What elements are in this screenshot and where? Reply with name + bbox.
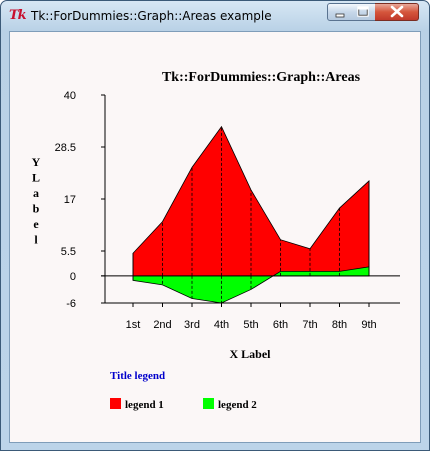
y-axis-label-char: L xyxy=(32,171,40,185)
area-chart: Tk::ForDummies::Graph::Areas4028.5175.50… xyxy=(32,70,400,411)
tk-feather-icon: Tk xyxy=(9,8,27,23)
x-tick-label: 3rd xyxy=(184,319,200,331)
y-tick-label: 40 xyxy=(64,90,76,102)
window-title: Tk::ForDummies::Graph::Areas example xyxy=(31,9,272,23)
x-tick-label: 5th xyxy=(243,319,258,331)
x-tick-label: 9th xyxy=(361,319,376,331)
close-button[interactable] xyxy=(375,3,419,21)
legend-swatch xyxy=(203,398,214,409)
y-tick-label: 0 xyxy=(70,271,76,283)
y-axis-label-char: l xyxy=(34,233,38,247)
x-axis-label: X Label xyxy=(229,347,271,361)
x-tick-label: 6th xyxy=(273,319,288,331)
y-tick-label: 5.5 xyxy=(61,246,76,258)
y-tick-label: 17 xyxy=(64,194,76,206)
x-tick-label: 2nd xyxy=(153,319,171,331)
minimize-button[interactable] xyxy=(327,3,352,21)
chart-title: Tk::ForDummies::Graph::Areas xyxy=(162,70,361,85)
y-tick-label: 28.5 xyxy=(55,142,76,154)
y-axis-label-char: e xyxy=(33,217,39,231)
x-tick-label: 7th xyxy=(302,319,317,331)
y-axis-label-char: a xyxy=(33,186,39,200)
title-bar[interactable]: Tk Tk::ForDummies::Graph::Areas example xyxy=(1,1,429,31)
x-tick-label: 4th xyxy=(214,319,229,331)
legend-label: legend 1 xyxy=(125,399,164,411)
maximize-icon xyxy=(357,6,369,17)
y-axis-label-char: Y xyxy=(32,155,41,169)
x-tick-label: 8th xyxy=(332,319,347,331)
maximize-button[interactable] xyxy=(351,3,376,21)
y-axis-label-char: b xyxy=(33,202,40,216)
legend-title: Title legend xyxy=(110,370,165,382)
legend-swatch xyxy=(110,398,121,409)
y-tick-label: -6 xyxy=(66,298,76,310)
x-tick-label: 1st xyxy=(126,319,141,331)
legend-label: legend 2 xyxy=(218,399,257,411)
close-icon xyxy=(390,5,404,18)
minimize-icon xyxy=(335,13,345,18)
